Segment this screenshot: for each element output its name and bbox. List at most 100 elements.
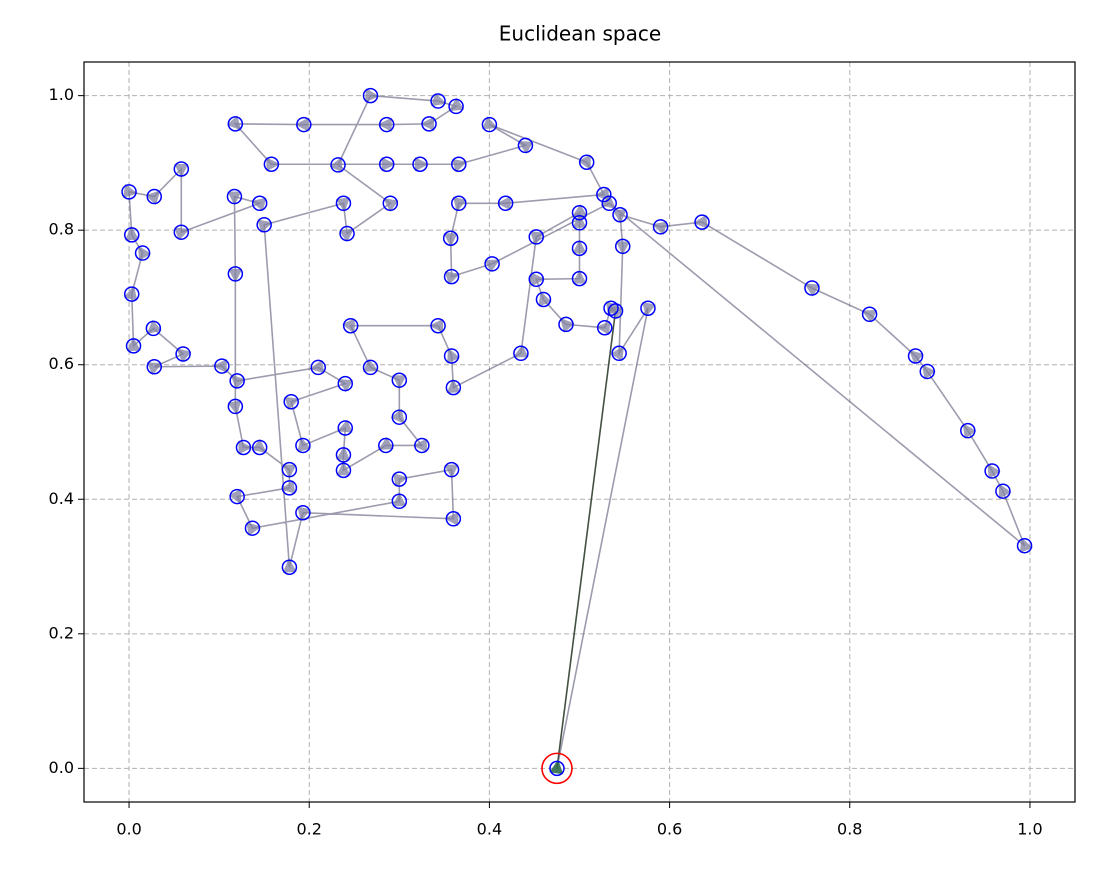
point [391,372,408,388]
direction-arrow [228,489,242,505]
direction-arrow [230,374,246,390]
direction-arrow [251,438,267,453]
direction-arrow [342,318,355,334]
direction-arrow [146,319,162,335]
point [337,375,354,392]
point [251,439,268,456]
point [451,156,467,173]
direction-arrow [610,345,624,362]
direction-arrow [250,197,267,212]
direction-arrow [335,197,350,213]
point [528,271,545,288]
point [310,359,326,376]
point [335,447,352,463]
direction-arrow [595,321,611,336]
point [513,345,529,362]
point [596,186,612,203]
direction-arrow [529,231,544,246]
direction-arrow [383,197,399,212]
direction-arrow [531,272,546,287]
direction-arrow [446,378,461,393]
direction-arrow [578,154,591,171]
y-tick-label: 0.6 [49,354,74,373]
direction-arrow [125,225,140,241]
direction-arrow [444,511,459,526]
point [295,437,311,454]
direction-arrow [861,309,878,323]
point [378,437,394,454]
chart-title: Euclidean space [499,22,661,46]
y-tick-label: 0.4 [49,489,74,508]
direction-arrow [559,317,575,333]
point [226,188,243,205]
direction-arrow [651,221,668,235]
point [229,373,245,389]
point [281,461,298,478]
direction-arrow [145,190,161,206]
point [535,291,552,308]
direction-arrow [448,97,465,112]
point [960,422,976,439]
point [430,317,446,334]
point [227,398,244,415]
direction-arrow [496,196,511,211]
direction-arrow [390,408,405,425]
point [330,157,346,173]
direction-arrow [282,558,297,573]
direction-arrow [284,396,300,410]
direction-arrow [228,268,243,283]
direction-arrow [297,506,311,522]
direction-arrow [381,157,396,172]
point [146,358,163,375]
point [391,409,408,425]
direction-arrow [572,239,587,254]
direction-arrow [538,290,552,307]
y-tick-label: 0.2 [49,623,74,642]
point [442,230,459,247]
point [145,320,162,337]
point [517,137,534,154]
direction-arrow [443,233,458,248]
direction-arrow [146,362,163,376]
point [448,98,464,115]
point [227,116,244,132]
point [283,393,299,410]
point [611,345,627,362]
direction-arrow [431,92,447,107]
point [445,511,462,527]
point [378,116,395,133]
point [339,225,355,242]
point [123,227,140,243]
direction-arrow [612,209,627,224]
point [214,358,230,374]
y-tick-label: 1.0 [49,85,74,104]
point [443,348,460,364]
point [391,471,408,487]
point [984,463,1000,479]
point [421,116,437,132]
direction-arrow [363,358,379,372]
point [281,559,298,575]
axes-frame [83,61,1076,803]
direction-arrow [412,438,427,453]
point [235,439,252,456]
direction-arrow [123,285,138,301]
point [382,195,399,212]
point [244,520,261,536]
direction-arrow [420,116,435,131]
point [134,245,151,261]
direction-arrow [393,473,409,487]
point [907,348,924,364]
direction-arrow [378,436,394,451]
direction-arrow [309,359,325,374]
direction-arrow [549,759,564,775]
point [123,286,140,302]
direction-arrow [227,191,242,206]
direction-arrow [297,436,311,453]
point [430,93,446,109]
direction-arrow [804,283,820,297]
direction-arrow [126,336,141,352]
point [571,204,588,221]
